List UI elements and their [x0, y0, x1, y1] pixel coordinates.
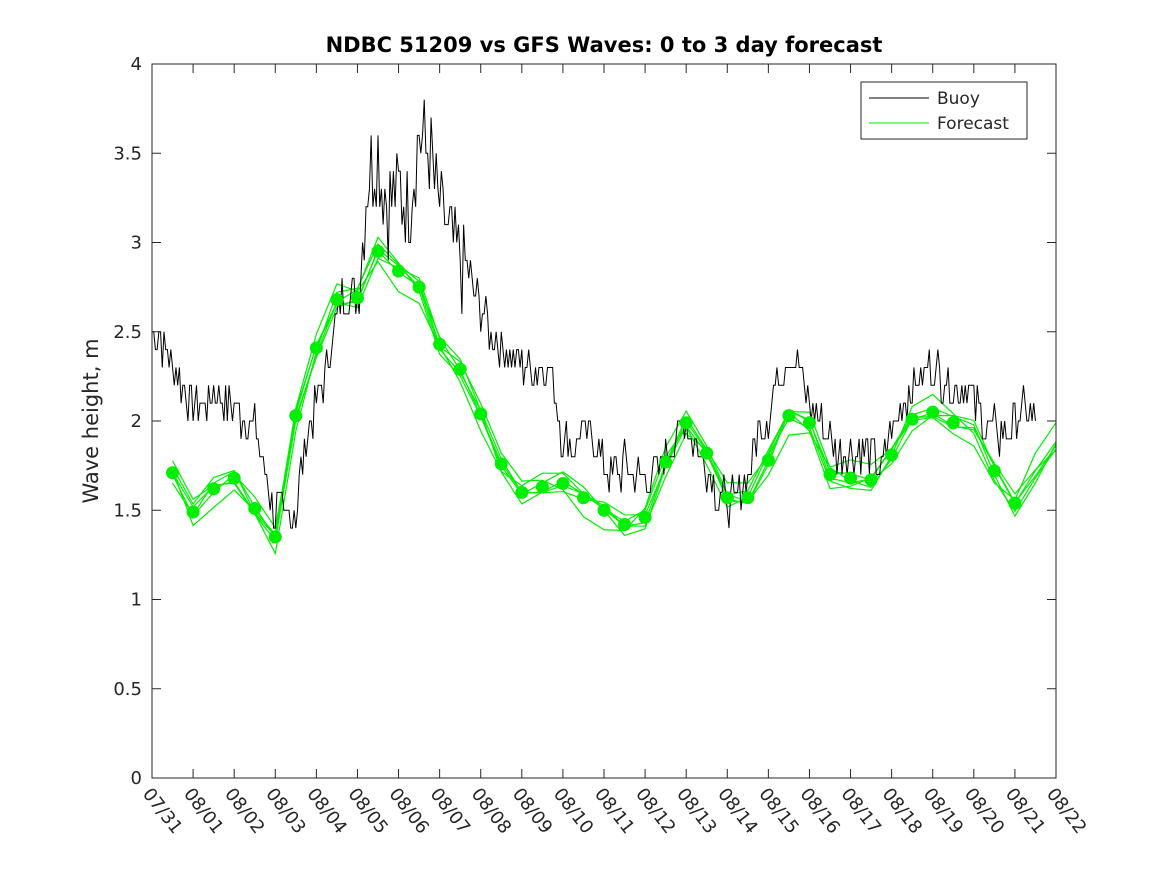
- chart-title: NDBC 51209 vs GFS Waves: 0 to 3 day fore…: [326, 33, 883, 57]
- forecast-point: [987, 464, 1001, 478]
- y-axis-label: Wave height, m: [79, 338, 103, 503]
- forecast-point: [330, 293, 344, 307]
- legend-forecast-label: Forecast: [937, 114, 1009, 134]
- y-tick-label: 3: [131, 233, 142, 254]
- forecast-point: [638, 510, 652, 524]
- forecast-point: [761, 453, 775, 467]
- y-tick-label: 1: [131, 590, 142, 611]
- forecast-point: [433, 337, 447, 351]
- forecast-point: [659, 455, 673, 469]
- forecast-point: [556, 476, 570, 490]
- forecast-point: [474, 407, 488, 421]
- forecast-point: [700, 446, 714, 460]
- forecast-point: [309, 341, 323, 355]
- forecast-point: [782, 409, 796, 423]
- legend-box: [860, 81, 1028, 140]
- forecast-point: [207, 482, 221, 496]
- forecast-point: [268, 530, 282, 544]
- forecast-point: [823, 468, 837, 482]
- forecast-point: [946, 416, 960, 430]
- y-tick-label: 2.5: [113, 322, 142, 343]
- forecast-point: [186, 505, 200, 519]
- forecast-series-line: [172, 257, 1057, 540]
- y-tick-label: 0.5: [113, 679, 142, 700]
- forecast-point: [864, 473, 878, 487]
- forecast-point: [227, 471, 241, 485]
- forecast-point: [576, 491, 590, 505]
- forecast-point: [618, 518, 632, 532]
- forecast-point: [392, 264, 406, 278]
- forecast-point: [515, 485, 529, 499]
- forecast-point: [371, 244, 385, 258]
- forecast-point: [453, 362, 467, 376]
- legend: Buoy Forecast: [860, 81, 1028, 140]
- y-tick-label: 3.5: [113, 143, 142, 164]
- legend-buoy-label: Buoy: [937, 89, 980, 109]
- y-tick-label: 2: [131, 411, 142, 432]
- forecast-point: [844, 471, 858, 485]
- forecast-point: [494, 457, 508, 471]
- forecast-point: [1008, 496, 1022, 510]
- forecast-point: [248, 501, 262, 515]
- forecast-point: [741, 491, 755, 505]
- forecast-point: [679, 416, 693, 430]
- y-tick-label: 4: [131, 54, 142, 75]
- forecast-point: [289, 409, 303, 423]
- buoy-series-line: [152, 99, 1036, 529]
- forecast-point: [885, 448, 899, 462]
- y-tick-label: 1.5: [113, 500, 142, 521]
- forecast-point: [412, 280, 426, 294]
- forecast-point: [535, 480, 549, 494]
- forecast-point: [802, 416, 816, 430]
- forecast-point: [166, 466, 180, 480]
- forecast-point: [350, 291, 364, 305]
- y-tick-label: 0: [131, 768, 142, 789]
- forecast-point: [926, 405, 940, 419]
- forecast-point: [905, 412, 919, 426]
- forecast-point: [597, 503, 611, 517]
- forecast-point: [720, 491, 734, 505]
